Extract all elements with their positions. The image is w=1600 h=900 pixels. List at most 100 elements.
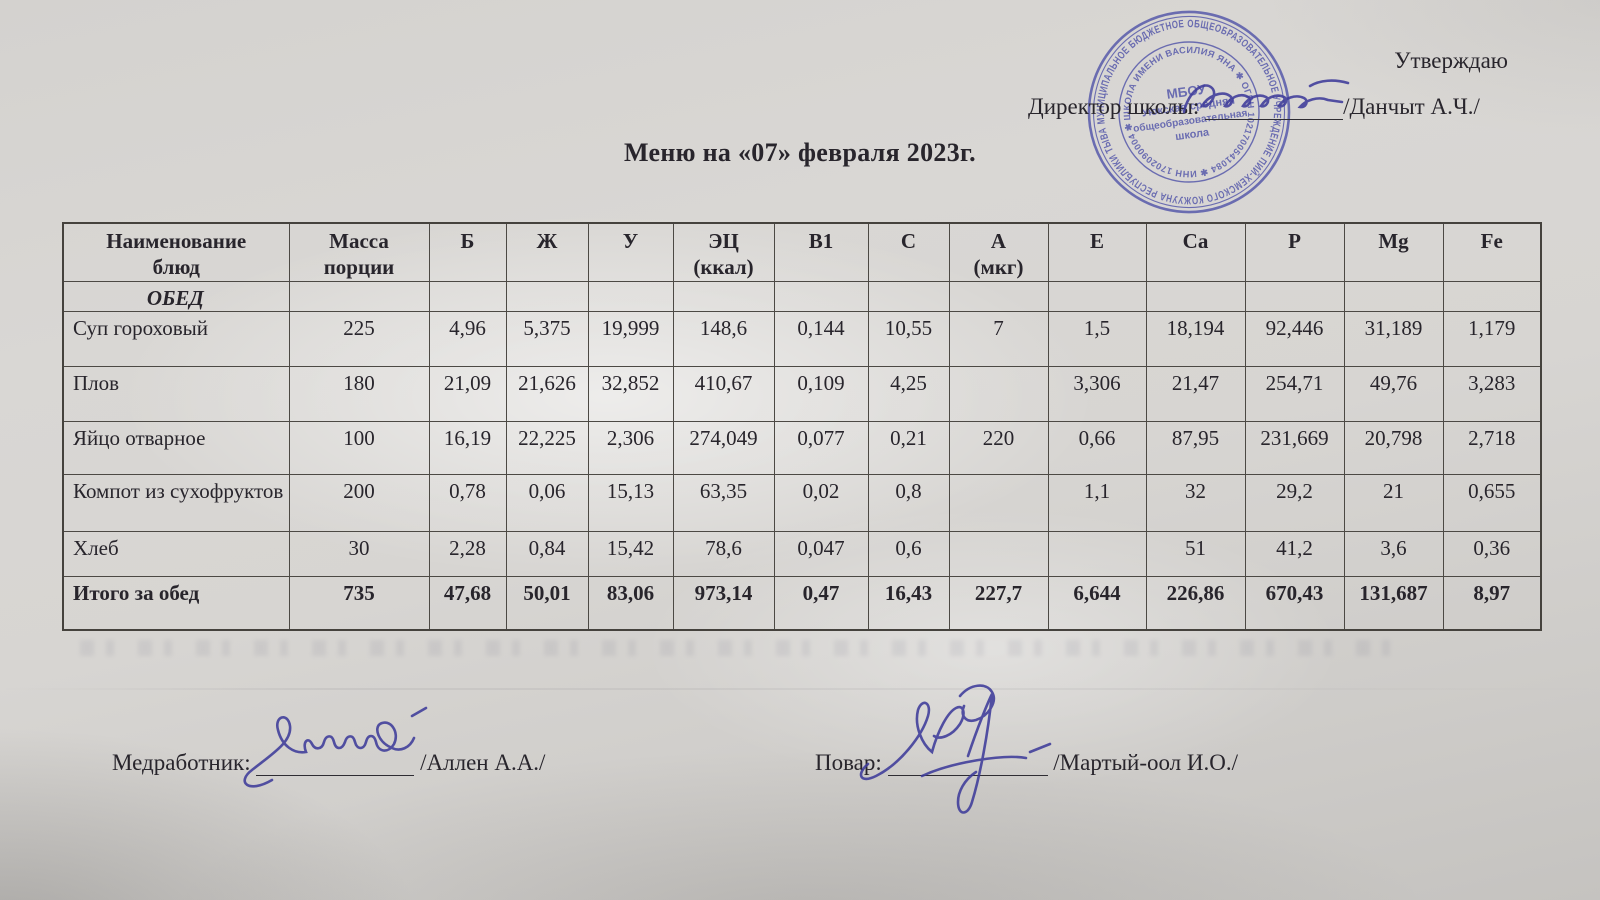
value-cell: 32 xyxy=(1145,474,1246,533)
value-cell xyxy=(1047,531,1147,578)
value-cell: 15,13 xyxy=(587,474,674,533)
value-cell: 220 xyxy=(948,421,1049,476)
dish-name-cell: Суп гороховый xyxy=(62,311,290,368)
menu-table-body: ОБЕД Суп гороховый 225 4,96 5,375 19,999 148,6… xyxy=(62,280,1542,631)
column-header: У xyxy=(587,222,674,282)
menu-nutrition-table: Наименование блюд Масса порции Б Ж У ЭЦ (ккал… xyxy=(62,222,1542,632)
value-cell xyxy=(428,280,507,313)
value-cell: 50,01 xyxy=(505,576,589,631)
value-cell: 0,144 xyxy=(773,311,869,368)
value-cell: 51 xyxy=(1145,531,1246,578)
column-header: В1 xyxy=(773,222,869,282)
stamp-center-line4: школа xyxy=(1174,126,1210,143)
value-cell: 0,047 xyxy=(773,531,869,578)
column-header: Са xyxy=(1145,222,1246,282)
director-signature-line xyxy=(1205,92,1344,120)
value-cell xyxy=(948,474,1049,533)
cook-name: /Мартый-оол И.О./ xyxy=(1053,750,1239,775)
value-cell xyxy=(672,280,775,313)
value-cell: 8,97 xyxy=(1442,576,1542,631)
value-cell: 200 xyxy=(288,474,430,533)
column-header: ЭЦ (ккал) xyxy=(672,222,775,282)
column-header: Е xyxy=(1047,222,1147,282)
value-cell: 32,852 xyxy=(587,366,674,423)
value-cell: 87,95 xyxy=(1145,421,1246,476)
paper-crease xyxy=(0,688,1600,690)
value-cell: 225 xyxy=(288,311,430,368)
column-header: Р xyxy=(1244,222,1345,282)
column-header: Наименование блюд xyxy=(62,222,290,282)
value-cell: 21 xyxy=(1343,474,1444,533)
dish-name-cell: Итого за обед xyxy=(62,576,290,631)
column-header: Mg xyxy=(1343,222,1444,282)
value-cell: 1,1 xyxy=(1047,474,1147,533)
med-worker-line: Медработник: /Аллен А.А./ xyxy=(112,748,545,776)
director-name: /Данчыт А.Ч./ xyxy=(1343,94,1480,119)
value-cell: 4,96 xyxy=(428,311,507,368)
value-cell: 18,194 xyxy=(1145,311,1246,368)
value-cell xyxy=(867,280,950,313)
value-cell: 6,644 xyxy=(1047,576,1147,631)
dish-name-cell: ОБЕД xyxy=(62,280,290,313)
value-cell: 0,077 xyxy=(773,421,869,476)
value-cell xyxy=(948,280,1049,313)
value-cell: 20,798 xyxy=(1343,421,1444,476)
dish-row: Суп гороховый 225 4,96 5,375 19,999 148,6 0,14… xyxy=(62,311,1542,368)
dish-name-cell: Хлеб xyxy=(62,531,290,578)
value-cell xyxy=(288,280,430,313)
value-cell: 41,2 xyxy=(1244,531,1345,578)
value-cell: 973,14 xyxy=(672,576,775,631)
table-header-row: Наименование блюд Масса порции Б Ж У ЭЦ (ккал… xyxy=(62,222,1542,282)
value-cell: 16,19 xyxy=(428,421,507,476)
value-cell: 92,446 xyxy=(1244,311,1345,368)
value-cell xyxy=(1343,280,1444,313)
value-cell xyxy=(505,280,589,313)
value-cell xyxy=(948,531,1049,578)
value-cell: 180 xyxy=(288,366,430,423)
value-cell: 231,669 xyxy=(1244,421,1345,476)
value-cell: 3,283 xyxy=(1442,366,1542,423)
value-cell: 0,78 xyxy=(428,474,507,533)
cook-signature-line xyxy=(887,748,1048,776)
value-cell: 10,55 xyxy=(867,311,950,368)
cook-line: Повар: /Мартый-оол И.О./ xyxy=(815,748,1238,776)
dish-row: Плов 180 21,09 21,626 32,852 410,67 0,109 4,25 3… xyxy=(62,366,1542,423)
value-cell: 0,02 xyxy=(773,474,869,533)
value-cell: 78,6 xyxy=(672,531,775,578)
value-cell xyxy=(587,280,674,313)
value-cell xyxy=(1145,280,1246,313)
value-cell: 2,28 xyxy=(428,531,507,578)
value-cell: 410,67 xyxy=(672,366,775,423)
value-cell: 4,25 xyxy=(867,366,950,423)
value-cell: 0,109 xyxy=(773,366,869,423)
value-cell: 1,5 xyxy=(1047,311,1147,368)
value-cell: 22,225 xyxy=(505,421,589,476)
director-approval-line: Директор школы: /Данчыт А.Ч./ xyxy=(1028,92,1480,120)
value-cell xyxy=(773,280,869,313)
value-cell: 735 xyxy=(288,576,430,631)
value-cell: 83,06 xyxy=(587,576,674,631)
value-cell: 2,306 xyxy=(587,421,674,476)
cook-label: Повар: xyxy=(815,750,882,775)
dish-name-cell: Компот из сухофруктов xyxy=(62,474,290,533)
value-cell: 30 xyxy=(288,531,430,578)
document-title: Меню на «07» февраля 2023г. xyxy=(624,138,976,167)
director-label: Директор школы: xyxy=(1028,94,1200,119)
value-cell: 16,43 xyxy=(867,576,950,631)
dish-row: Компот из сухофруктов 200 0,78 0,06 15,13 63,… xyxy=(62,474,1542,533)
dish-name-cell: Яйцо отварное xyxy=(62,421,290,476)
dish-row: Хлеб 30 2,28 0,84 15,42 78,6 0,047 0,6 51 41,2 3,6… xyxy=(62,531,1542,578)
value-cell: 0,36 xyxy=(1442,531,1542,578)
value-cell: 0,6 xyxy=(867,531,950,578)
value-cell xyxy=(948,366,1049,423)
total-row: Итого за обед 735 47,68 50,01 83,06 973,14 0,4… xyxy=(62,576,1542,631)
value-cell: 31,189 xyxy=(1343,311,1444,368)
value-cell: 670,43 xyxy=(1244,576,1345,631)
value-cell: 0,21 xyxy=(867,421,950,476)
value-cell: 49,76 xyxy=(1343,366,1444,423)
value-cell xyxy=(1442,280,1542,313)
column-header: С xyxy=(867,222,950,282)
med-worker-name: /Аллен А.А./ xyxy=(420,750,546,775)
value-cell: 148,6 xyxy=(672,311,775,368)
